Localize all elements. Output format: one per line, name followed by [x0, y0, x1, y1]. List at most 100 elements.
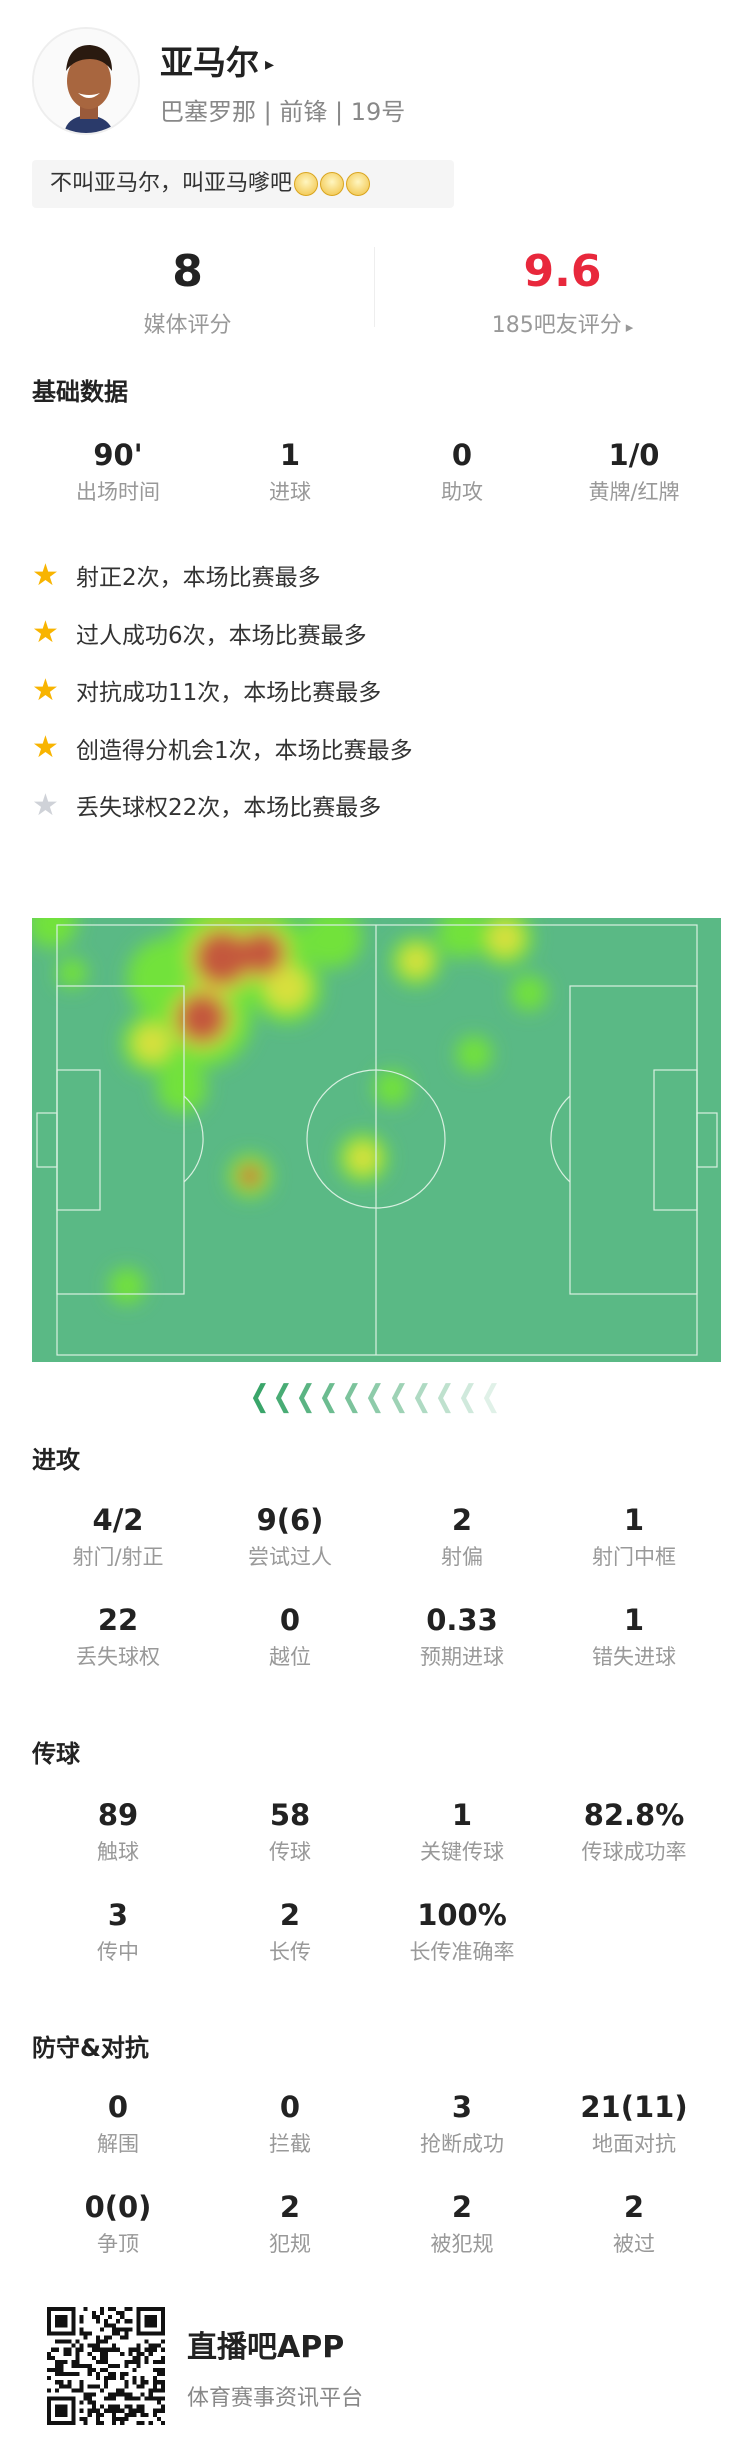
stat-cell: 90' 出场时间 — [32, 438, 204, 506]
star-icon: ★ — [32, 730, 59, 765]
stat-value: 0 — [451, 438, 473, 472]
stat-value: 2 — [623, 2190, 645, 2224]
stat-label: 犯规 — [269, 2232, 311, 2256]
stat-value: 3 — [451, 2090, 473, 2124]
heatmap-pitch — [32, 918, 721, 1362]
stat-label: 抢断成功 — [420, 2132, 504, 2156]
stat-label: 拦截 — [269, 2132, 311, 2156]
comment-quote[interactable]: 不叫亚马尔，叫亚马嗲吧 — [32, 160, 454, 208]
stat-label: 出场时间 — [76, 480, 160, 504]
divider — [374, 247, 375, 327]
heat-spot — [177, 993, 227, 1043]
heat-spot — [374, 1070, 410, 1106]
stat-cell: 1 错失进球 — [548, 1603, 720, 1671]
stat-cell: 0 助攻 — [376, 438, 548, 506]
stat-value: 0.33 — [426, 1603, 498, 1637]
position: 前锋 — [279, 98, 328, 126]
stat-label: 争顶 — [97, 2232, 139, 2256]
media-rating: 8 媒体评分 — [0, 247, 375, 339]
highlight-item: ★ 对抗成功11次，本场比赛最多 — [32, 672, 381, 708]
stat-cell: 1 关键传球 — [376, 1798, 548, 1866]
stat-value: 89 — [97, 1798, 139, 1832]
heat-spot — [487, 920, 523, 956]
caret-right-icon: ▸ — [625, 318, 634, 336]
heat-spot — [511, 975, 547, 1011]
stat-label: 射门/射正 — [72, 1545, 164, 1569]
stat-cell: 82.8% 传球成功率 — [548, 1798, 720, 1866]
stat-cell: 22 丢失球权 — [32, 1603, 204, 1671]
stat-cell: 21(11) 地面对抗 — [548, 2090, 720, 2158]
basic-stats-grid: 90' 出场时间 1 进球 0 助攻 1/0 黄牌/红牌 — [32, 438, 718, 506]
stat-value: 2 — [451, 1503, 473, 1537]
fan-rating[interactable]: 9.6 185吧友评分 ▸ — [375, 247, 750, 339]
stat-value: 0 — [279, 2090, 301, 2124]
stat-value: 2 — [279, 2190, 301, 2224]
stat-value: 22 — [97, 1603, 139, 1637]
cat-emoji-icon — [346, 172, 371, 196]
stat-cell: 0 拦截 — [204, 2090, 376, 2158]
stat-label: 进球 — [269, 480, 311, 504]
heat-spot — [239, 1165, 261, 1187]
heat-spot — [239, 930, 285, 976]
caret-right-icon: ▸ — [265, 54, 275, 75]
media-rating-label: 媒体评分 — [143, 313, 232, 338]
stat-value: 1 — [623, 1503, 645, 1537]
chevron-left-icon: ❮ — [341, 1379, 362, 1414]
heat-spot — [302, 918, 362, 968]
highlight-item: ★ 丢失球权22次，本场比赛最多 — [32, 787, 381, 823]
player-info: 巴塞罗那 | 前锋 | 19号 — [160, 92, 405, 127]
heat-spot — [133, 1024, 171, 1062]
stat-label: 传球成功率 — [581, 1840, 687, 1864]
separator: | — [263, 98, 272, 126]
app-name: 直播吧APP — [187, 2330, 345, 2365]
section-title-basic: 基础数据 — [32, 378, 128, 406]
player-name[interactable]: 亚马尔 ▸ — [160, 43, 275, 82]
stat-value: 2 — [451, 2190, 473, 2224]
stat-label: 传球 — [269, 1840, 311, 1864]
chevron-left-icon: ❮ — [480, 1379, 501, 1414]
stat-value: 1 — [279, 438, 301, 472]
stat-value: 1/0 — [608, 438, 660, 472]
stat-cell: 2 长传 — [204, 1898, 376, 1966]
stat-value: 0 — [279, 1603, 301, 1637]
stat-cell: 2 被过 — [548, 2190, 720, 2258]
passing-stats-grid: 89 触球 58 传球 1 关键传球 82.8% 传球成功率 3 传中 2 长传 100% 长传准确率 — [32, 1798, 718, 1966]
heat-spot — [157, 1063, 207, 1113]
chevron-left-icon: ❮ — [388, 1379, 409, 1414]
stat-value: 100% — [417, 1898, 507, 1932]
heat-spot — [194, 930, 250, 986]
stat-label: 触球 — [97, 1840, 139, 1864]
stat-cell: 0(0) 争顶 — [32, 2190, 204, 2258]
chevron-left-icon: ❮ — [434, 1379, 455, 1414]
pitch-lines — [36, 924, 718, 1356]
separator: | — [335, 98, 344, 126]
stat-label: 射门中框 — [592, 1545, 676, 1569]
stat-label: 错失进球 — [592, 1645, 676, 1669]
team: 巴塞罗那 — [160, 98, 256, 126]
star-icon: ★ — [32, 672, 59, 708]
star-icon: ★ — [32, 557, 59, 593]
stat-label: 地面对抗 — [592, 2132, 676, 2156]
stat-label: 长传 — [269, 1940, 311, 1964]
qr-code[interactable] — [46, 2307, 166, 2425]
stat-label: 越位 — [269, 1645, 311, 1669]
stat-cell: 0.33 预期进球 — [376, 1603, 548, 1671]
stat-value: 9(6) — [256, 1503, 324, 1537]
highlight-item: ★ 过人成功6次，本场比赛最多 — [32, 615, 367, 651]
player-avatar[interactable] — [32, 27, 140, 135]
stat-cell: 3 传中 — [32, 1898, 204, 1966]
stat-cell: 9(6) 尝试过人 — [204, 1503, 376, 1571]
section-title-defense: 防守&对抗 — [32, 2034, 149, 2062]
stat-cell: 58 传球 — [204, 1798, 376, 1866]
stat-label: 解围 — [97, 2132, 139, 2156]
stat-value: 21(11) — [580, 2090, 688, 2124]
chevron-left-icon: ❮ — [318, 1379, 339, 1414]
stat-label: 被过 — [613, 2232, 655, 2256]
media-rating-value: 8 — [172, 246, 203, 297]
highlight-text: 射正2次，本场比赛最多 — [76, 565, 321, 591]
chevron-left-icon: ❮ — [295, 1379, 316, 1414]
stat-cell: 100% 长传准确率 — [376, 1898, 548, 1966]
heat-spot — [265, 966, 309, 1010]
stat-cell: 4/2 射门/射正 — [32, 1503, 204, 1571]
heat-spot — [456, 1036, 492, 1072]
